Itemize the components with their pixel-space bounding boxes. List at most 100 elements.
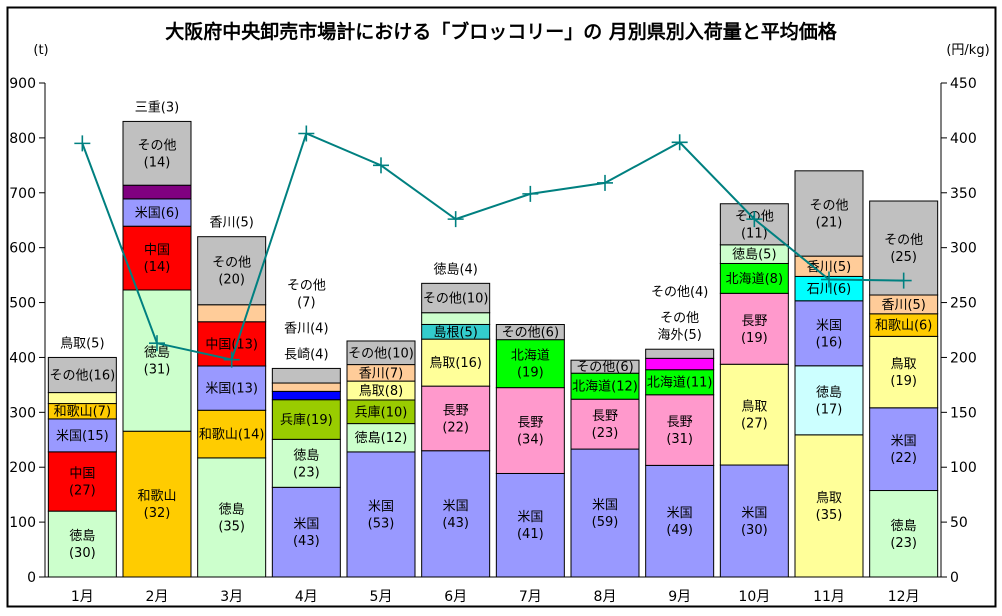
bar-segment-label: 北海道(8) xyxy=(726,272,783,287)
bar-segment-label: 中国 xyxy=(144,243,170,258)
bar-segment-label: (49) xyxy=(666,523,693,538)
bar-segment-12月-徳島 xyxy=(869,490,939,578)
bar-segment-6月-その他 xyxy=(421,282,491,314)
x-axis-label: 7月 xyxy=(519,589,542,605)
bar-segment-label: 鳥取(16) xyxy=(429,356,482,371)
x-axis-label: 9月 xyxy=(668,589,691,605)
bar-segment-label: (27) xyxy=(69,483,96,498)
x-axis-label: 2月 xyxy=(146,589,169,605)
bar-segment-9月-その他海外 xyxy=(645,357,715,371)
bar-segment-label: その他(6) xyxy=(576,360,633,375)
bar-segment-label: (14) xyxy=(144,260,171,275)
bar-segment-label: (35) xyxy=(816,508,843,523)
price-line xyxy=(81,132,904,361)
left-axis-tick-label: 200 xyxy=(9,460,36,476)
bar-segment-label: その他(10) xyxy=(348,346,414,361)
bar-segment-label: (19) xyxy=(741,331,768,346)
left-axis-tick-label: 300 xyxy=(9,405,36,421)
bar-segment-7月-北海道 xyxy=(495,339,565,389)
bar-segment-9月-その他 xyxy=(645,348,715,359)
x-axis-label: 5月 xyxy=(370,589,393,605)
bar-segment-3月-和歌山 xyxy=(197,409,267,459)
bar-segment-label: (31) xyxy=(144,363,171,378)
left-axis-tick-label: 800 xyxy=(9,131,36,147)
bar-segment-9月-長野 xyxy=(645,394,715,466)
bar-segment-label: その他 xyxy=(212,256,251,271)
bar-segment-label: (31) xyxy=(666,432,693,447)
right-axis-tick-label: 50 xyxy=(950,515,968,531)
bar-segment-label: (17) xyxy=(816,402,843,417)
bar-segment-4月-その他 xyxy=(271,367,341,384)
right-axis-tick-label: 150 xyxy=(950,405,977,421)
right-axis-unit: (円/kg) xyxy=(946,43,989,58)
bar-segment-6月-鳥取 xyxy=(421,338,491,387)
bar-segment-label: 中国(13) xyxy=(205,337,258,352)
x-axis-label: 3月 xyxy=(220,589,243,605)
bar-segment-label: 徳島 xyxy=(69,529,95,544)
bar-segment-label: (41) xyxy=(517,527,544,542)
bar-segment-label: (11) xyxy=(741,226,768,241)
bar-segment-label: 北海道 xyxy=(511,349,550,364)
bar-segment-label: (43) xyxy=(442,516,469,531)
bar-segment-3月-米国 xyxy=(197,365,267,411)
bar-segment-8月-長野 xyxy=(570,398,640,450)
bar-segment-6月-長野 xyxy=(421,385,491,452)
bar-segment-label: 米国(15) xyxy=(56,429,109,444)
bar-segment-label: 和歌山(14) xyxy=(199,428,265,443)
chart-plot-area: 0 100 200 300 400 500 600 700 800 900 0 50 100 150 200… xyxy=(9,76,976,605)
bar-segment-label: 徳島 xyxy=(293,448,319,463)
bar-segment-9月-米国 xyxy=(645,464,715,578)
right-axis-tick-label: 0 xyxy=(950,570,959,586)
bar-segment-label: (19) xyxy=(890,374,917,389)
bar-segment-label: (20) xyxy=(218,273,245,288)
bar-segment-label: 徳島 xyxy=(891,519,917,534)
bar-segment-1月-鳥取 xyxy=(47,392,117,405)
bar-segment-label: (43) xyxy=(293,534,320,549)
bar-outside-label: その他(4) xyxy=(651,285,708,300)
bar-segment-label: 鳥取 xyxy=(816,491,842,506)
bar-segment-label: その他(10) xyxy=(423,292,489,307)
left-axis-tick-label: 400 xyxy=(9,350,36,366)
bar-outside-label: その他 xyxy=(287,278,326,293)
bar-segment-label: その他 xyxy=(809,198,848,213)
bar-segment-label: 長野 xyxy=(443,403,469,418)
left-axis-unit: (t) xyxy=(33,43,48,58)
bar-segment-label: (23) xyxy=(592,426,619,441)
bar-segment-label: (19) xyxy=(517,366,544,381)
bar-outside-label: 長崎(4) xyxy=(284,347,328,362)
x-axis-label: 11月 xyxy=(813,589,845,605)
bar-segment-label: 米国 xyxy=(293,517,319,532)
bar-segment-label: 和歌山(6) xyxy=(875,319,932,334)
bar-segment-1月-米国 xyxy=(47,418,117,453)
bar-segment-label: その他 xyxy=(137,138,176,153)
bar-segment-2月-その他 xyxy=(122,120,192,186)
bar-segment-11月-鳥取 xyxy=(794,434,864,578)
bar-segment-label: 徳島 xyxy=(144,346,170,361)
bar-segment-label: 徳島 xyxy=(219,502,245,517)
bar-segment-7月-米国 xyxy=(495,472,565,578)
bar-segment-12月-米国 xyxy=(869,407,939,492)
bar-segment-label: (27) xyxy=(741,417,768,432)
bar-outside-label: 香川(5) xyxy=(209,216,253,231)
right-axis-tick-label: 100 xyxy=(950,460,977,476)
right-axis-tick-label: 250 xyxy=(950,296,977,312)
bar-segment-label: (59) xyxy=(592,515,619,530)
bar-segment-4月-香川 xyxy=(271,382,341,392)
x-axis-label: 12月 xyxy=(888,589,920,605)
bar-segment-label: 長野 xyxy=(667,415,693,430)
bar-segment-label: (22) xyxy=(442,420,469,435)
bar-segment-2月-和歌山 xyxy=(122,430,192,578)
bar-segment-label: 米国 xyxy=(741,506,767,521)
bar-segment-label: 島根(5) xyxy=(433,325,477,340)
bar-segment-label: (30) xyxy=(69,546,96,561)
bar-segment-label: 米国 xyxy=(891,434,917,449)
bar-segment-label: (34) xyxy=(517,433,544,448)
bar-segment-label: 鳥取(8) xyxy=(359,384,403,399)
bar-segment-label: 鳥取 xyxy=(891,357,917,372)
left-axis-tick-label: 500 xyxy=(9,296,36,312)
bar-segment-label: (25) xyxy=(890,250,917,265)
bar-segment-label: (35) xyxy=(218,519,245,534)
bar-outside-label: 海外(5) xyxy=(657,328,701,343)
